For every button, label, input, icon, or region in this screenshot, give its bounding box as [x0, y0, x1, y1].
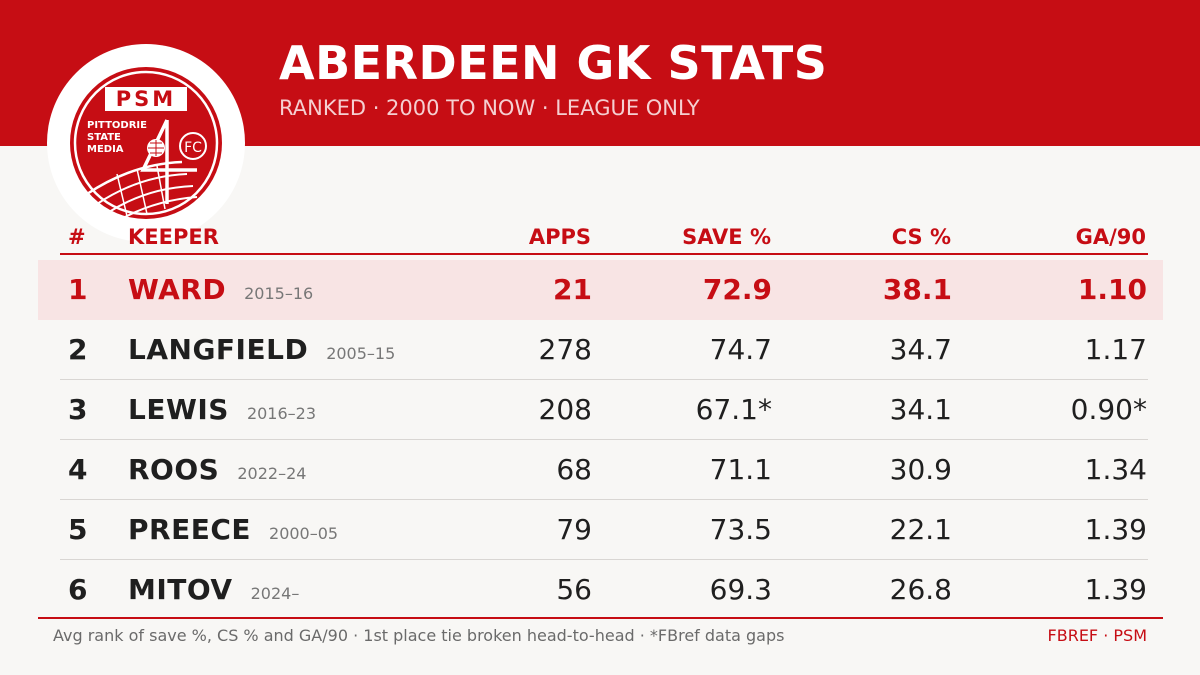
- row-apps: 21: [553, 273, 592, 306]
- row-cs: 26.8: [889, 573, 952, 606]
- logo-line1: PITTODRIE: [87, 120, 147, 131]
- row-divider: [60, 559, 1148, 560]
- keeper-name: ROOS: [128, 453, 220, 486]
- row-save: 72.9: [702, 273, 772, 306]
- page-subtitle: RANKED · 2000 TO NOW · LEAGUE ONLY: [279, 96, 700, 120]
- keeper-years: 2024–: [250, 584, 300, 603]
- row-rank: 1: [68, 273, 88, 306]
- header-divider: [60, 253, 1148, 255]
- row-cs: 38.1: [882, 273, 952, 306]
- row-cs: 34.7: [889, 333, 952, 366]
- row-keeper: LEWIS 2016–23: [128, 380, 316, 440]
- keeper-name: MITOV: [128, 573, 233, 606]
- row-cs: 30.9: [889, 453, 952, 486]
- keeper-years: 2000–05: [269, 524, 339, 543]
- row-apps: 208: [538, 393, 592, 426]
- col-header-rank: #: [68, 225, 86, 249]
- row-apps: 68: [556, 453, 592, 486]
- logo-fc: FC: [184, 140, 202, 156]
- row-ga: 1.17: [1084, 333, 1147, 366]
- keeper-name: LANGFIELD: [128, 333, 309, 366]
- row-keeper: WARD 2015–16: [128, 260, 313, 320]
- row-rank: 5: [68, 513, 88, 546]
- row-keeper: LANGFIELD 2005–15: [128, 320, 395, 380]
- logo-top-text: PSM: [116, 87, 176, 111]
- row-save: 73.5: [709, 513, 772, 546]
- keeper-years: 2015–16: [244, 284, 314, 303]
- table-row: 6 MITOV 2024– 56 69.3 26.8 1.39: [38, 560, 1163, 620]
- row-keeper: ROOS 2022–24: [128, 440, 306, 500]
- row-apps: 278: [538, 333, 592, 366]
- row-rank: 6: [68, 573, 88, 606]
- col-header-apps: APPS: [528, 225, 591, 249]
- psm-logo: PSM PITTODRIE STATE MEDIA FC: [47, 44, 245, 242]
- row-rank: 2: [68, 333, 88, 366]
- row-ga: 1.34: [1084, 453, 1147, 486]
- row-rank: 4: [68, 453, 88, 486]
- row-apps: 56: [556, 573, 592, 606]
- row-rank: 3: [68, 393, 88, 426]
- row-divider: [60, 379, 1148, 380]
- row-ga: 1.39: [1084, 513, 1147, 546]
- keeper-years: 2016–23: [246, 404, 317, 423]
- row-cs: 34.1: [889, 393, 952, 426]
- keeper-years: 2005–15: [326, 344, 396, 363]
- row-ga: 1.10: [1077, 273, 1147, 306]
- col-header-ga: GA/90: [1075, 225, 1146, 249]
- row-keeper: PREECE 2000–05: [128, 500, 338, 560]
- table-row: 4 ROOS 2022–24 68 71.1 30.9 1.34: [38, 440, 1163, 500]
- row-save: 74.7: [709, 333, 772, 366]
- keeper-years: 2022–24: [237, 464, 307, 483]
- row-keeper: MITOV 2024–: [128, 560, 299, 620]
- page-title: ABERDEEN GK STATS: [279, 36, 828, 90]
- footnote: Avg rank of save %, CS % and GA/90 · 1st…: [53, 626, 785, 645]
- row-ga: 1.39: [1084, 573, 1147, 606]
- keeper-name: WARD: [128, 273, 227, 306]
- logo-line3: MEDIA: [87, 144, 124, 155]
- table-row: 2 LANGFIELD 2005–15 278 74.7 34.7 1.17: [38, 320, 1163, 380]
- table-row: 1 WARD 2015–16 21 72.9 38.1 1.10: [38, 260, 1163, 320]
- row-ga: 0.90*: [1070, 393, 1147, 426]
- table-row: 3 LEWIS 2016–23 208 67.1* 34.1 0.90*: [38, 380, 1163, 440]
- source-credit: FBREF · PSM: [1047, 626, 1147, 645]
- logo-line2: STATE: [87, 132, 121, 143]
- row-cs: 22.1: [889, 513, 952, 546]
- col-header-keeper: KEEPER: [128, 225, 219, 249]
- row-save: 69.3: [709, 573, 772, 606]
- row-divider: [60, 499, 1148, 500]
- row-save: 67.1*: [695, 393, 772, 426]
- keeper-name: PREECE: [128, 513, 252, 546]
- table-bottom-divider: [38, 617, 1163, 619]
- table-row: 5 PREECE 2000–05 79 73.5 22.1 1.39: [38, 500, 1163, 560]
- row-save: 71.1: [709, 453, 772, 486]
- psm-crest-icon: PSM PITTODRIE STATE MEDIA FC: [70, 67, 222, 219]
- keeper-name: LEWIS: [128, 393, 229, 426]
- row-divider: [60, 439, 1148, 440]
- col-header-cs: CS %: [891, 225, 951, 249]
- col-header-save: SAVE %: [682, 225, 771, 249]
- row-apps: 79: [556, 513, 592, 546]
